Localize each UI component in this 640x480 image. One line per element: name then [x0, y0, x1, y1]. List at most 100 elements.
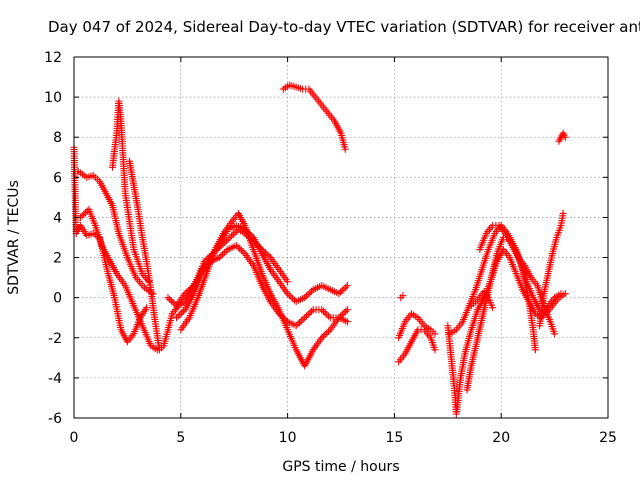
series-track-7: [177, 209, 351, 370]
data-point: [292, 322, 300, 330]
data-point: [343, 318, 351, 326]
y-tick-label: 0: [53, 291, 62, 307]
data-point: [178, 309, 186, 317]
data-point: [342, 307, 350, 315]
data-point: [223, 237, 231, 245]
data-point: [319, 332, 327, 340]
data-point: [340, 309, 348, 317]
data-point: [198, 266, 206, 274]
data-point: [290, 296, 298, 304]
data-point: [323, 329, 331, 337]
data-point: [335, 290, 343, 298]
data-point: [232, 242, 240, 250]
x-tick-label: 0: [70, 430, 79, 446]
y-axis-label: SDTVAR / TECUs: [6, 180, 22, 295]
data-point: [302, 312, 310, 320]
x-tick-label: 10: [279, 430, 297, 446]
data-point: [284, 290, 292, 298]
data-point: [338, 311, 346, 319]
data-point: [181, 290, 189, 298]
data-point: [280, 315, 288, 323]
data-point: [343, 282, 351, 290]
data-point: [318, 306, 326, 314]
data-point: [143, 304, 151, 312]
y-tick-label: 6: [53, 170, 62, 186]
series-track-3: [76, 205, 161, 354]
data-point: [228, 232, 236, 240]
data-point: [78, 212, 86, 220]
y-tick-label: 2: [53, 251, 62, 267]
y-tick-label: 8: [53, 130, 62, 146]
data-point: [431, 330, 439, 338]
data-point: [184, 286, 192, 294]
data-point: [167, 297, 175, 305]
data-point: [325, 312, 333, 320]
data-point: [166, 295, 174, 303]
x-tick-label: 5: [176, 430, 185, 446]
data-point: [489, 304, 497, 312]
data-point: [297, 317, 305, 325]
data-point: [278, 313, 286, 321]
data-markers: [70, 81, 569, 418]
data-point: [306, 289, 314, 297]
series-track-8: [164, 242, 351, 330]
data-point: [308, 307, 316, 315]
chart-title: Day 047 of 2024, Sidereal Day-to-day VTE…: [48, 18, 640, 36]
data-point: [202, 262, 210, 270]
y-tick-label: 10: [44, 90, 62, 106]
data-point: [561, 290, 569, 298]
data-point: [319, 307, 327, 315]
data-point: [323, 311, 331, 319]
series-track-9: [279, 81, 349, 153]
data-point: [236, 245, 244, 253]
data-point: [226, 234, 234, 241]
series-track-2: [74, 167, 157, 298]
axis-ticks: 0 5 10 15 20 25 -6 -4 -2 0 2 4 6 8 10 12: [44, 50, 617, 446]
data-point: [205, 259, 213, 267]
y-tick-label: -4: [48, 371, 62, 387]
x-tick-label: 15: [385, 430, 403, 446]
y-tick-label: 12: [44, 50, 62, 66]
data-point: [222, 247, 230, 255]
data-point: [304, 311, 312, 319]
series-track-11: [395, 326, 439, 366]
data-point: [80, 210, 88, 218]
data-point: [304, 290, 312, 298]
x-axis-label: GPS time / hours: [282, 459, 399, 475]
data-point: [169, 298, 177, 306]
data-point: [164, 294, 172, 302]
data-point: [220, 249, 228, 257]
series-track-18: [536, 209, 567, 330]
data-point: [176, 311, 184, 319]
data-point: [306, 309, 314, 317]
data-point: [294, 320, 302, 328]
data-point: [173, 314, 181, 322]
data-point: [325, 327, 333, 335]
data-point: [237, 246, 245, 254]
data-point: [301, 314, 309, 322]
data-point: [299, 315, 307, 323]
data-point: [203, 261, 211, 269]
data-point: [321, 331, 329, 339]
data-point: [234, 243, 242, 251]
data-point: [561, 133, 569, 141]
data-point: [275, 310, 283, 318]
data-point: [229, 230, 237, 238]
series-track-16: [467, 288, 497, 312]
data-point: [340, 285, 348, 293]
data-point: [342, 283, 350, 291]
data-point: [343, 306, 351, 314]
y-tick-label: -2: [48, 331, 62, 347]
data-point: [321, 309, 329, 317]
data-point: [285, 291, 293, 299]
data-point: [231, 229, 239, 237]
data-point: [219, 250, 227, 258]
data-point: [289, 294, 297, 302]
data-point: [217, 252, 225, 260]
data-point: [559, 209, 567, 217]
series-track-19: [555, 129, 569, 145]
data-point: [318, 334, 326, 342]
data-point: [338, 286, 346, 294]
